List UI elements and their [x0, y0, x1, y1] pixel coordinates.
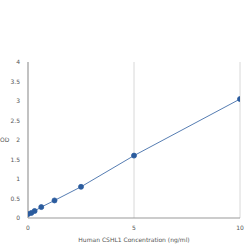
svg-text:10: 10 — [236, 224, 242, 231]
svg-text:0: 0 — [26, 224, 30, 231]
svg-text:5: 5 — [132, 224, 136, 231]
svg-text:3: 3 — [16, 97, 20, 104]
svg-text:0: 0 — [16, 214, 20, 221]
svg-text:0.5: 0.5 — [10, 195, 20, 202]
svg-text:2: 2 — [16, 136, 20, 143]
svg-text:OD: OD — [8, 136, 10, 143]
svg-text:2.5: 2.5 — [10, 117, 20, 124]
svg-text:Human CSHL1 Concentration (ng/: Human CSHL1 Concentration (ng/ml) — [78, 236, 189, 244]
svg-text:1: 1 — [16, 175, 20, 182]
svg-text:4: 4 — [16, 58, 20, 65]
svg-text:3.5: 3.5 — [10, 78, 20, 85]
svg-text:1.5: 1.5 — [10, 156, 20, 163]
